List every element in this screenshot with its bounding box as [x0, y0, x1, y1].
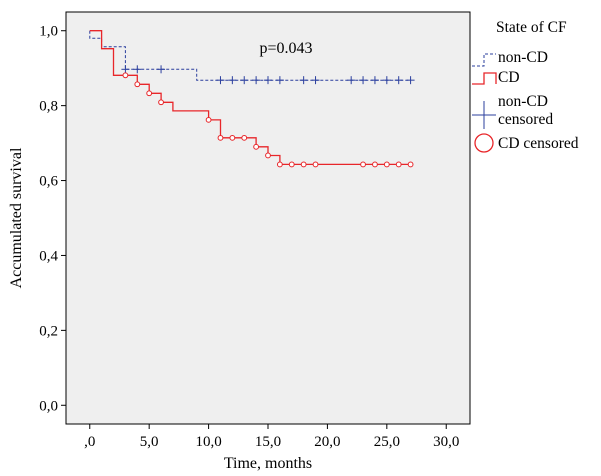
- censor-mark-cd: [288, 161, 295, 168]
- censor-mark-non-cd: [311, 76, 320, 85]
- legend-entry-non-cd-censored-line2: censored: [498, 111, 553, 128]
- censor-mark-cd: [229, 134, 236, 141]
- censor-mark-non-cd: [359, 76, 368, 85]
- censor-mark-non-cd: [121, 65, 130, 74]
- censor-mark-cd: [312, 161, 319, 168]
- legend-swatch-cd-censored: [474, 133, 494, 153]
- censor-mark-non-cd: [216, 76, 225, 85]
- censor-mark-non-cd: [157, 65, 166, 74]
- censor-mark-cd: [276, 161, 283, 168]
- legend-entry-non-cd-censored-line1: non-CD: [498, 93, 548, 110]
- censor-mark-cd: [217, 134, 224, 141]
- series-cd-line: [89, 30, 411, 166]
- censor-mark-non-cd: [370, 76, 379, 85]
- y-tick-label: 0,2: [39, 323, 58, 339]
- y-axis: 0,0 0,2 0,4 0,6 0,8 1,0: [39, 24, 66, 414]
- censor-mark-non-cd: [347, 76, 356, 85]
- series-layer: [89, 30, 415, 168]
- censor-mark-cd: [158, 99, 164, 106]
- censor-mark-cd: [122, 72, 129, 79]
- x-tick-label: 30,0: [433, 434, 459, 450]
- censor-mark-cd: [300, 161, 307, 168]
- legend-entry-cd-censored: CD censored: [498, 135, 579, 152]
- censor-mark-cd: [241, 134, 248, 141]
- x-tick-label: ,0: [84, 434, 95, 450]
- censor-mark-non-cd: [275, 76, 284, 85]
- y-tick-label: 0,0: [39, 398, 58, 414]
- legend-swatch-non-cd: [472, 53, 496, 67]
- legend-swatch-cd: [472, 72, 497, 85]
- legend: State of CF non-CD CD non-CD censored CD …: [472, 19, 579, 153]
- y-tick-label: 0,4: [39, 248, 58, 264]
- censor-mark-non-cd: [394, 76, 403, 85]
- censor-mark-non-cd: [252, 76, 261, 85]
- legend-entry-cd: CD: [498, 69, 520, 86]
- censor-mark-non-cd: [264, 76, 272, 85]
- censor-mark-cd: [407, 161, 414, 168]
- censor-mark-cd: [383, 161, 390, 168]
- x-tick-label: 5,0: [140, 434, 159, 450]
- y-tick-label: 0,8: [39, 99, 58, 115]
- x-axis: ,0 5,0 10,0 15,0 20,0 25,0 30,0: [84, 424, 459, 450]
- censor-mark-cd: [146, 90, 153, 97]
- x-tick-label: 15,0: [255, 434, 281, 450]
- censor-mark-cd: [134, 81, 141, 88]
- x-tick-label: 25,0: [374, 434, 400, 450]
- censor-mark-non-cd: [299, 76, 308, 85]
- censor-mark-non-cd: [382, 76, 391, 85]
- x-axis-title: Time, months: [224, 455, 312, 472]
- censor-mark-cd: [205, 116, 212, 123]
- censor-mark-non-cd: [133, 65, 142, 74]
- legend-entry-non-cd-censored: non-CD censored: [498, 93, 553, 128]
- legend-title: State of CF: [496, 19, 567, 36]
- censor-mark-cd: [253, 143, 260, 150]
- censor-mark-cd: [372, 161, 378, 168]
- censor-mark-cd: [265, 152, 271, 159]
- y-axis-title: Accumulated survival: [8, 147, 25, 288]
- x-tick-label: 20,0: [314, 434, 340, 450]
- censor-mark-non-cd: [228, 76, 237, 85]
- censor-mark-non-cd: [240, 76, 249, 85]
- series-non-cd-line: [89, 30, 411, 81]
- legend-swatch-non-cd-censored: [472, 101, 496, 129]
- legend-entry-non-cd: non-CD: [498, 49, 548, 66]
- censor-mark-cd: [395, 161, 402, 168]
- censor-mark-cd: [360, 161, 366, 168]
- censor-mark-non-cd: [406, 76, 415, 85]
- x-tick-label: 10,0: [195, 434, 221, 450]
- y-tick-label: 0,6: [39, 174, 58, 190]
- y-tick-label: 1,0: [39, 24, 58, 40]
- p-value-annotation: p=0.043: [259, 40, 312, 57]
